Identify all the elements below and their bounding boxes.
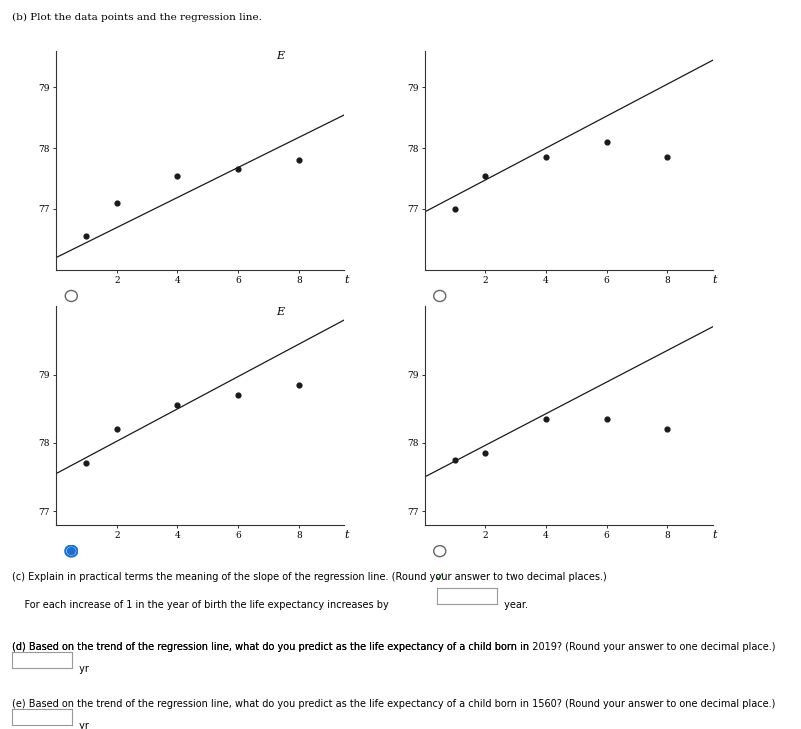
Text: yr: yr <box>76 664 89 674</box>
Text: (d) Based on the trend of the regression line, what do you predict as the life e: (d) Based on the trend of the regression… <box>12 642 775 652</box>
Text: (e) Based on the trend of the regression line, what do you predict as the life e: (e) Based on the trend of the regression… <box>12 699 775 709</box>
Text: E: E <box>276 307 284 317</box>
Point <box>292 379 305 391</box>
Point <box>661 152 674 163</box>
Text: (d) Based on the trend of the regression line, what do you predict as the life e: (d) Based on the trend of the regression… <box>12 642 533 652</box>
Point <box>231 389 244 401</box>
Text: year.: year. <box>501 600 528 610</box>
Point <box>111 197 123 208</box>
Text: t: t <box>713 275 718 284</box>
Point <box>600 413 613 425</box>
Text: E: E <box>276 51 284 61</box>
Point <box>449 203 461 215</box>
Text: t: t <box>344 530 349 540</box>
Text: yr: yr <box>76 721 89 729</box>
Point <box>449 454 461 466</box>
Point <box>479 448 492 459</box>
Point <box>111 424 123 435</box>
Point <box>171 399 184 411</box>
Point <box>171 170 184 182</box>
Point <box>661 424 674 435</box>
Text: For each increase of 1 in the year of birth the life expectancy increases by: For each increase of 1 in the year of bi… <box>12 600 388 610</box>
Point <box>80 230 93 242</box>
Point <box>540 152 553 163</box>
Text: t: t <box>344 275 349 284</box>
Point <box>231 164 244 176</box>
Text: t: t <box>713 530 718 540</box>
Text: ✓: ✓ <box>434 571 445 584</box>
Text: (c) Explain in practical terms the meaning of the slope of the regression line. : (c) Explain in practical terms the meani… <box>12 572 607 582</box>
Point <box>540 413 553 425</box>
Circle shape <box>67 547 75 555</box>
Point <box>479 170 492 182</box>
Point <box>292 155 305 166</box>
Point <box>80 458 93 469</box>
Text: (b) Plot the data points and the regression line.: (b) Plot the data points and the regress… <box>12 13 262 23</box>
Point <box>600 136 613 148</box>
